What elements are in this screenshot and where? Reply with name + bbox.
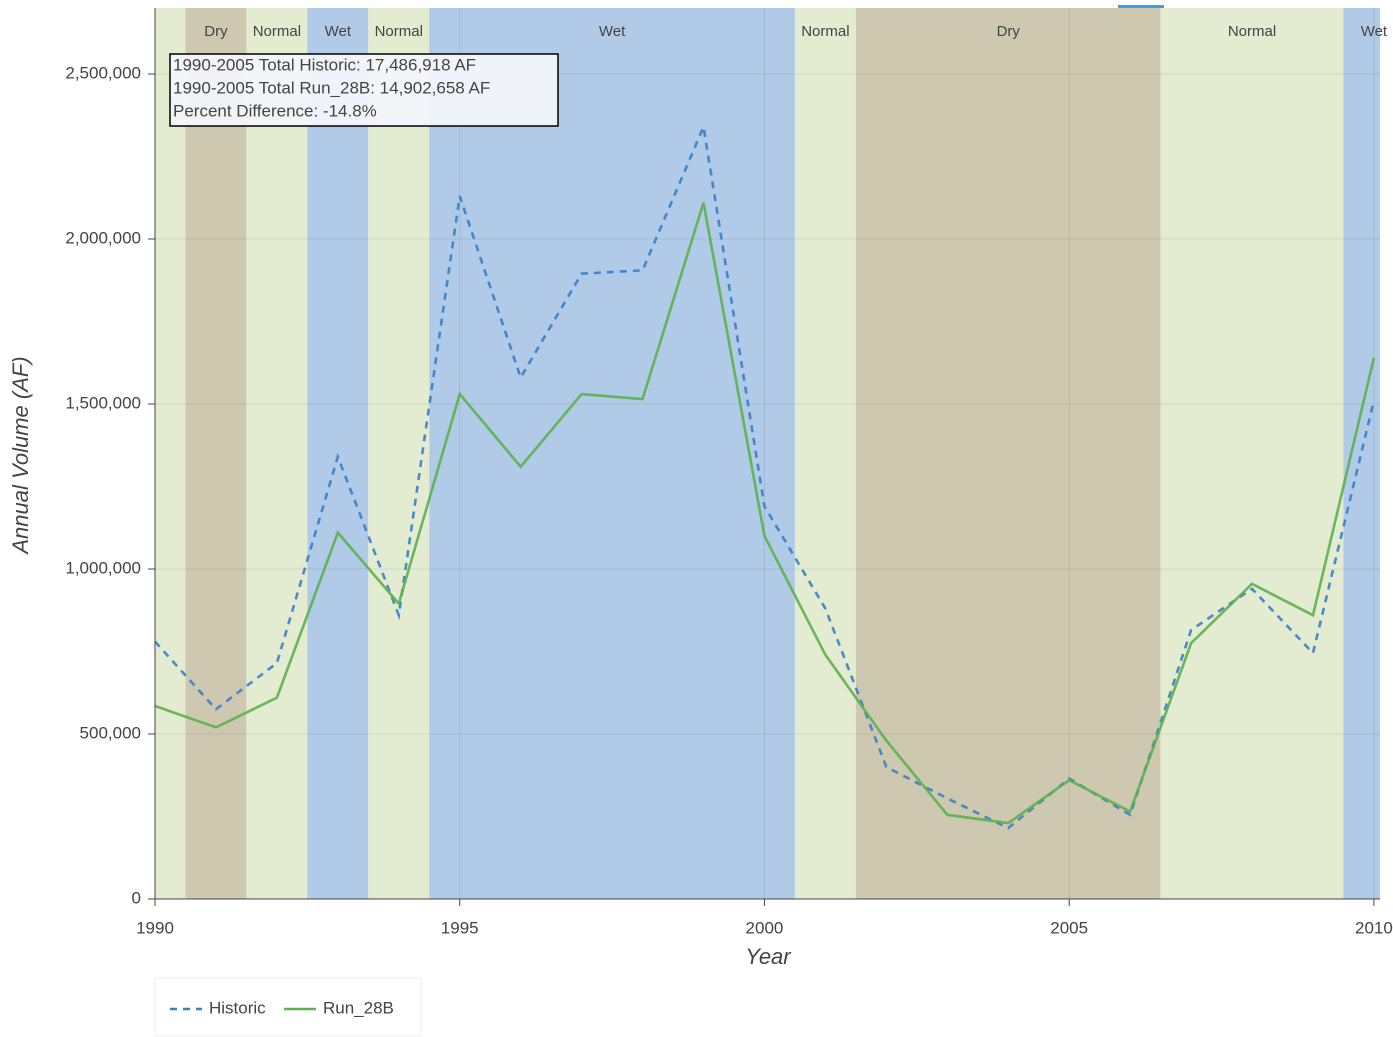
x-tick-label: 1995 [441,918,479,937]
band-label: Wet [599,23,626,40]
band-label: Dry [204,23,228,40]
annotation: 1990-2005 Total Run_28B: 14,902,658 AF [173,78,490,97]
x-tick-label: 2000 [746,918,784,937]
y-tick-label: 1,500,000 [65,393,141,412]
band [155,8,186,899]
y-tick-label: 2,000,000 [65,228,141,247]
legend-label: Run_28B [323,998,394,1017]
band [246,8,308,899]
y-tick-label: 1,000,000 [65,558,141,577]
band [855,8,1161,899]
x-tick-label: 2005 [1050,918,1088,937]
band-label: Dry [997,23,1021,40]
annotation: 1990-2005 Total Historic: 17,486,918 AF [173,55,476,74]
band-label: Normal [1228,23,1276,40]
band [185,8,247,899]
band [429,8,795,899]
annotation: Percent Difference: -14.8% [173,101,377,120]
band-label: Wet [1361,23,1388,40]
y-tick-label: 0 [132,888,141,907]
band-label: Wet [325,23,352,40]
band [794,8,856,899]
band-label: Normal [253,23,301,40]
legend [154,977,422,1037]
y-tick-label: 500,000 [80,723,141,742]
grid [155,8,1380,899]
x-tick-label: 1990 [136,918,174,937]
x-axis-title: Year [745,944,792,969]
toolbar-indicator [1118,5,1164,8]
lines [155,122,1376,830]
axes: 0 500,000 1,000,000 1,500,000 2,000,000 2,500… [65,8,1393,937]
y-axis-title: Annual Volume (AF) [8,356,33,555]
series-line [155,122,1376,830]
annotation-box [169,53,559,127]
band-label: Normal [801,23,849,40]
band [1343,8,1380,899]
y-tick-label: 2,500,000 [65,63,141,82]
legend-label: Historic [209,998,266,1017]
series-line [155,202,1376,825]
band-label: Normal [375,23,423,40]
bands [155,8,1380,899]
band [1160,8,1344,899]
x-tick-label: 2010 [1355,918,1393,937]
band [368,8,430,899]
